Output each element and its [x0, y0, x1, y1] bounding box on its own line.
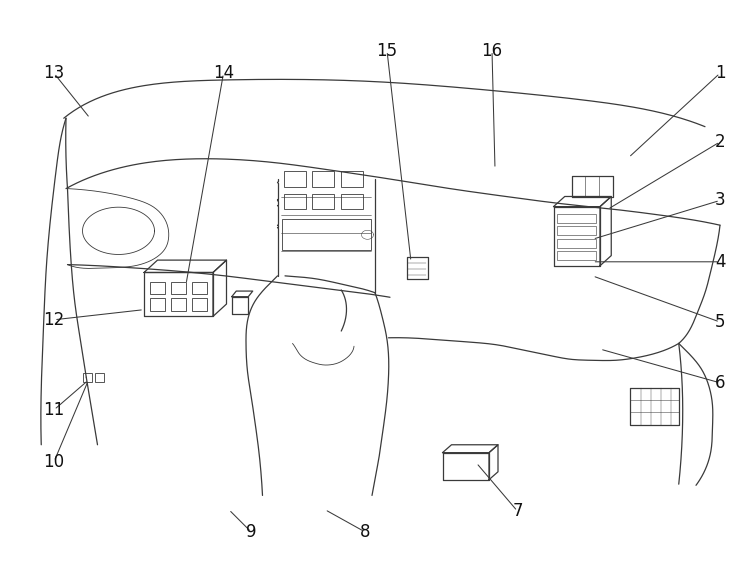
- Text: 6: 6: [715, 374, 725, 392]
- Text: 11: 11: [44, 401, 64, 419]
- Text: 13: 13: [44, 64, 64, 82]
- Text: 9: 9: [246, 523, 256, 541]
- Text: 12: 12: [44, 311, 64, 329]
- Text: 15: 15: [376, 42, 398, 60]
- Text: 2: 2: [715, 133, 725, 151]
- Text: 5: 5: [715, 313, 725, 331]
- Text: 16: 16: [482, 42, 502, 60]
- Text: 10: 10: [44, 453, 64, 471]
- Text: 4: 4: [715, 253, 725, 271]
- Text: 7: 7: [512, 502, 523, 520]
- Text: 3: 3: [715, 191, 725, 209]
- Text: 14: 14: [213, 64, 234, 82]
- Text: 8: 8: [360, 523, 370, 541]
- Text: 1: 1: [715, 64, 725, 82]
